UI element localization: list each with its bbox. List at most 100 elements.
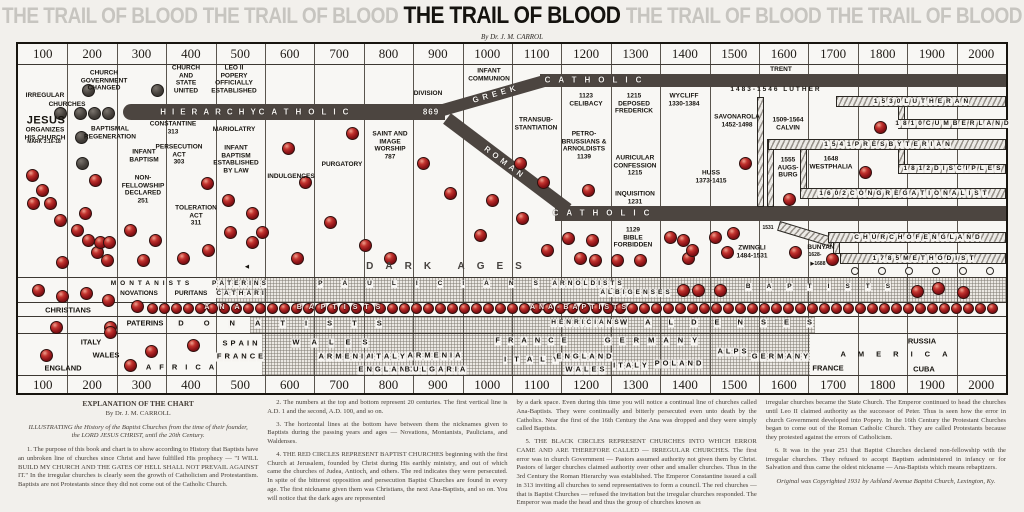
baptist-church-circle: [70, 223, 84, 237]
explanation-paragraph-4: 4. THE RED CIRCLES REPRESENT BAPTIST CHU…: [267, 450, 508, 502]
explanation-column-2: 2. The numbers at the top and bottom rep…: [267, 399, 507, 512]
chart-label: AMERICA: [840, 349, 960, 359]
baptist-church-circle: [416, 156, 430, 170]
chart-label: 1215 DEPOSED FREDERICK: [615, 92, 653, 115]
baptist-church-circle: [956, 285, 970, 299]
century-gridline: [166, 44, 168, 393]
baptist-church-circle: [26, 196, 40, 210]
explanation-paragraph-1: 1. The purpose of this book and chart is…: [18, 446, 259, 489]
baptist-church-circle: [713, 283, 727, 297]
baptist-church-circle: [43, 196, 57, 210]
century-gridline: [116, 44, 118, 393]
anabaptist-line-circle: [398, 302, 410, 314]
baptist-church-circle: [148, 233, 162, 247]
chart-label: INDULGENCES: [267, 173, 315, 181]
anabaptist-line-circle: [890, 302, 902, 314]
anabaptist-line-circle: [758, 302, 770, 314]
chart-label: CHRISTIANS: [45, 305, 91, 315]
anabaptist-line-circle: [722, 302, 734, 314]
anabaptist-line-circle: [662, 302, 674, 314]
century-label-top-800: 800: [378, 46, 399, 61]
century-label-top-900: 900: [428, 46, 448, 61]
century-label-bottom-1800: 1800: [869, 377, 896, 392]
chart-label: WYCLIFF 1330-1384: [668, 92, 700, 107]
chart-horizontal-rule: [18, 375, 1006, 376]
baptist-church-circle: [720, 245, 734, 259]
catholic-band: [540, 74, 1006, 87]
century-label-top-1700: 1700: [820, 46, 847, 61]
century-label-bottom-300: 300: [131, 377, 152, 392]
anabaptist-line-circle: [158, 302, 170, 314]
anabaptist-line-circle: [962, 302, 974, 314]
band-connector: [757, 97, 764, 207]
baptist-church-circle: [383, 251, 397, 265]
chart-label: CUBA: [913, 364, 935, 374]
copyright-line: Original was Copyrighted 1931 by Ashland…: [776, 478, 996, 486]
century-label-bottom-500: 500: [230, 377, 251, 392]
baptist-church-circle: [825, 252, 839, 266]
chart-label: CHURCH AND STATE UNITED: [171, 64, 201, 95]
century-label-bottom-400: 400: [181, 377, 201, 392]
century-label-bottom-200: 200: [82, 377, 102, 392]
chart-label: ◀: [245, 264, 249, 271]
baptist-church-circle: [585, 233, 599, 247]
baptist-church-circle: [323, 215, 337, 229]
anabaptist-line-circle: [782, 302, 794, 314]
century-gridline: [413, 44, 415, 393]
century-label-top-200: 200: [82, 46, 102, 61]
page-title: THE TRAIL OF BLOOD: [403, 4, 621, 28]
century-label-top-100: 100: [32, 46, 53, 61]
anabaptist-line-circle: [626, 302, 638, 314]
anabaptist-line-circle: [386, 302, 398, 314]
chart-label: TOLERATION ACT 311: [175, 204, 217, 227]
century-label-top-1900: 1900: [918, 46, 945, 61]
chart-label: MARK 3:16-18: [27, 139, 61, 146]
anabaptist-line-circle: [830, 302, 842, 314]
anabaptist-line-circle: [494, 302, 506, 314]
anabaptist-line-circle: [854, 302, 866, 314]
anabaptist-line-circle: [410, 302, 422, 314]
century-gridline: [215, 44, 217, 393]
century-label-bottom-700: 700: [329, 377, 349, 392]
baptist-church-circle: [100, 253, 114, 267]
baptist-church-circle: [25, 168, 39, 182]
century-label-bottom-2000: 2000: [968, 377, 995, 392]
explanation-column-3: by a dark space. Even during this time y…: [517, 399, 757, 512]
chart-label: ORGANIZES HIS CHURCH: [24, 126, 66, 141]
baptist-church-circle: [485, 193, 499, 207]
explanation-paragraph-6: 6. It was in the year 251 that Baptist C…: [765, 446, 1006, 472]
explanation-paragraph-2: 2. The numbers at the top and bottom rep…: [267, 399, 508, 415]
baptist-church-circle: [144, 344, 158, 358]
century-gridline: [67, 44, 69, 393]
anabaptist-line-circle: [194, 302, 206, 314]
chart-label: LEO II POPERY OFFICIALLY ESTABLISHED: [211, 64, 257, 95]
hollow-circle: [851, 267, 859, 275]
century-label-bottom-900: 900: [428, 377, 448, 392]
explanation-paragraph-3: 3. The horizontal lines at the bottom ha…: [267, 420, 508, 446]
anabaptist-line-circle: [218, 302, 230, 314]
century-label-bottom-1200: 1200: [573, 377, 600, 392]
chart-label: 1509-1564 CALVIN: [772, 116, 804, 131]
chart-label: CATHOLIC: [544, 75, 650, 85]
chart-label: 1123 CELIBACY: [569, 92, 603, 107]
baptist-church-circle: [201, 243, 215, 257]
chart-label: ENGLAND: [44, 363, 82, 373]
chart-label: 1129 BIBLE FORBIDDEN: [613, 226, 653, 249]
anabaptist-line-circle: [434, 302, 446, 314]
century-label-top-1200: 1200: [573, 46, 600, 61]
baptist-church-circle: [858, 165, 872, 179]
chart-label: MONTANISTS: [110, 280, 194, 288]
anabaptist-line-circle: [230, 302, 242, 314]
baptist-church-circle: [931, 281, 945, 295]
anabaptist-line-circle: [590, 302, 602, 314]
chart-label: BUNYAN: [807, 244, 835, 252]
anabaptist-line-circle: [686, 302, 698, 314]
